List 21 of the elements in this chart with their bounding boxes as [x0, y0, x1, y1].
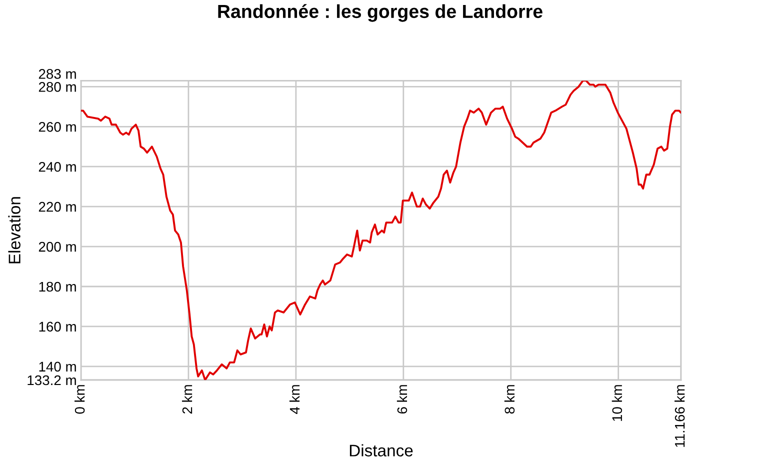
y-tick-label: 133.2 m [28, 375, 76, 386]
chart-title: Randonnée : les gorges de Landorre [218, 4, 542, 22]
x-tick-label: 4 km [289, 385, 300, 414]
x-tick-label: 10 km [612, 385, 622, 421]
y-tick-label: 180 m [39, 282, 76, 292]
x-tick-label: 11.166 km [674, 385, 685, 447]
x-axis-title: Distance [350, 444, 413, 456]
y-tick-label: 280 m [38, 82, 76, 92]
x-tick-label: 6 km [396, 385, 408, 414]
y-tick-label: 240 m [38, 162, 76, 172]
y-tick-label: 260 m [38, 122, 76, 132]
y-tick-label: 220 m [38, 202, 76, 212]
y-tick-label: 160 m [39, 322, 76, 332]
x-tick-label: 0 km [74, 385, 85, 414]
y-tick-label: 200 m [38, 242, 76, 252]
line-series [81, 80, 681, 380]
y-tick-label: 283 m [38, 69, 76, 79]
x-tick-label: 2 km [182, 385, 192, 414]
x-tick-label: 8 km [504, 385, 515, 414]
y-axis-title: Elevation [8, 197, 20, 264]
y-tick-label: 140 m [39, 362, 76, 372]
